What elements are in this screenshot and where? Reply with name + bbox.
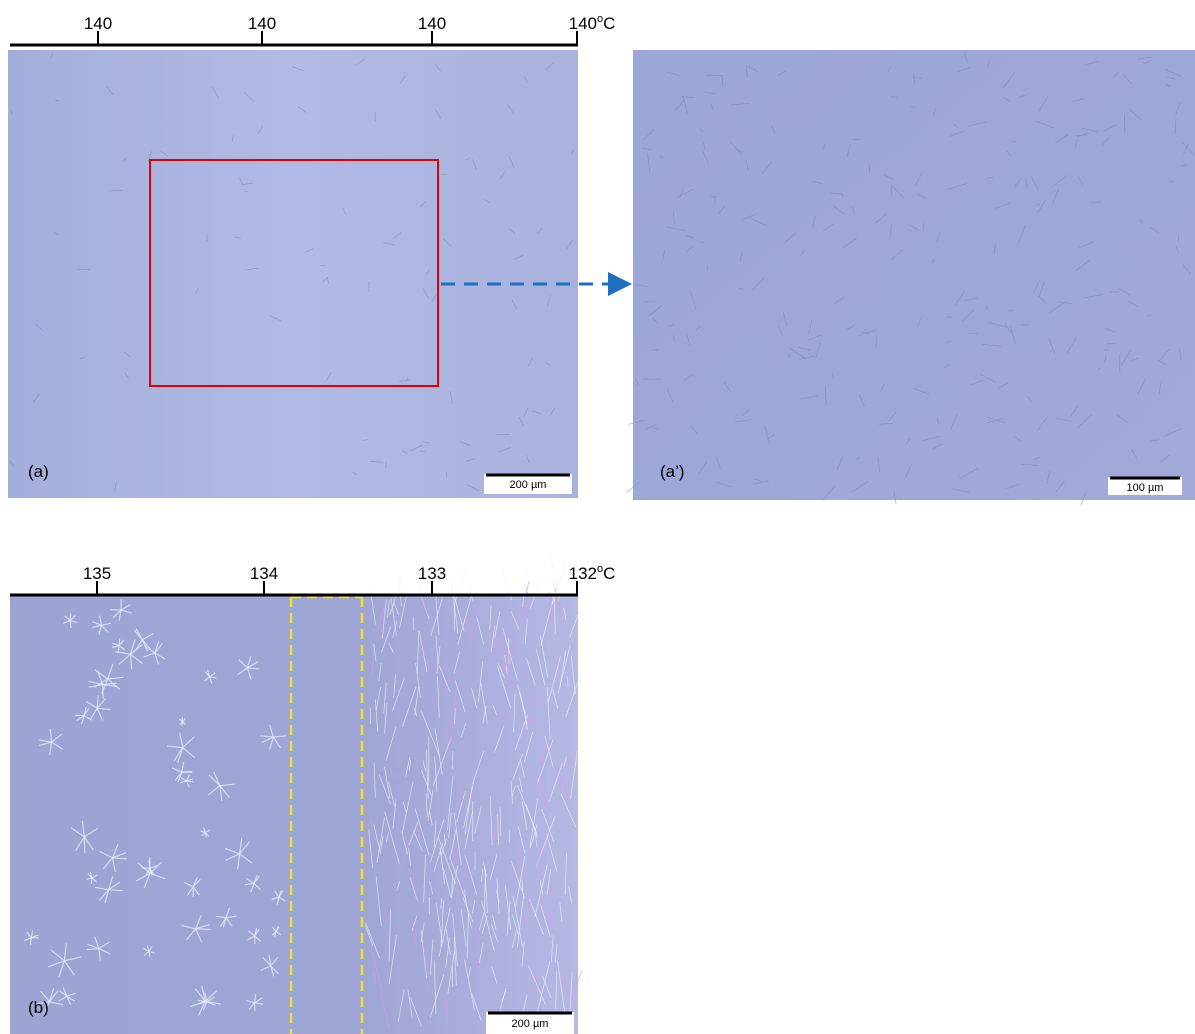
tick-label: 140 <box>84 14 112 33</box>
tick-value: 135 <box>83 564 111 583</box>
unit: C <box>603 14 615 33</box>
tick-label: 133 <box>418 564 446 583</box>
tick-label: 140 <box>418 14 446 33</box>
crystal <box>109 890 123 891</box>
crystal <box>182 771 192 772</box>
temperature-ticks: 135 134 133 132oC <box>83 563 616 595</box>
tick-label: 140oC <box>569 13 616 33</box>
tick-value: 140 <box>418 14 446 33</box>
scale-bar-label: 200 µm <box>512 1018 549 1030</box>
micrograph-a-prime <box>633 50 1195 500</box>
tick-value: 140 <box>248 14 276 33</box>
scale-bar-label: 200 µm <box>510 479 547 491</box>
figure: 140140140140oC (a) 200 µm (a’) 100 µm 13… <box>0 0 1195 1034</box>
tick-label: 140 <box>248 14 276 33</box>
tick-value: 133 <box>418 564 446 583</box>
tick-value: 134 <box>250 564 278 583</box>
crystal <box>31 938 32 945</box>
panel-label: (b) <box>28 998 49 1017</box>
crystal <box>91 878 92 884</box>
tick-value: 140 <box>84 14 112 33</box>
crystal <box>455 708 456 724</box>
tick-value: 140 <box>569 14 597 33</box>
panel-label: (a) <box>28 462 49 481</box>
tick-value: 132 <box>569 564 597 583</box>
unit: C <box>603 564 615 583</box>
scale-bar-label: 100 µm <box>1127 482 1164 494</box>
tick-label: 132oC <box>569 563 616 583</box>
crystal <box>84 837 85 853</box>
micrograph-b <box>10 595 578 1034</box>
panel-label: (a’) <box>660 462 685 481</box>
micrograph-a <box>8 50 578 498</box>
tick-label: 134 <box>250 564 278 583</box>
crystal <box>550 553 560 598</box>
temperature-ticks: 140140140140oC <box>84 13 616 45</box>
tick-label: 135 <box>83 564 111 583</box>
